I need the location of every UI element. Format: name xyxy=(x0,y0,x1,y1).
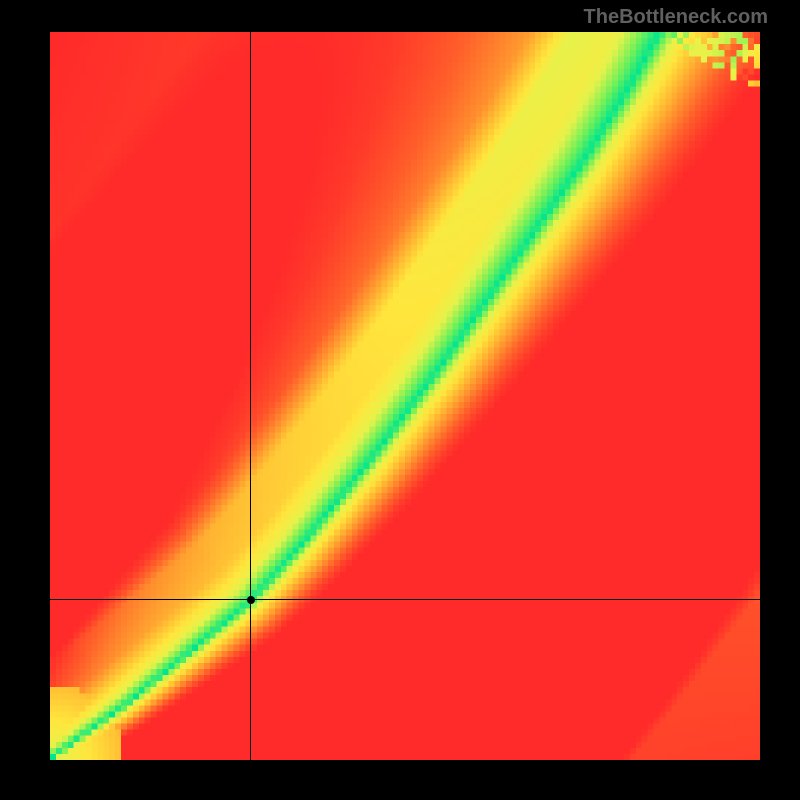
crosshair-marker xyxy=(247,596,255,604)
attribution-text: TheBottleneck.com xyxy=(584,6,768,29)
bottleneck-heatmap xyxy=(50,32,760,760)
crosshair-vertical xyxy=(250,32,251,760)
crosshair-horizontal xyxy=(50,599,760,600)
chart-container: TheBottleneck.com xyxy=(0,0,800,800)
